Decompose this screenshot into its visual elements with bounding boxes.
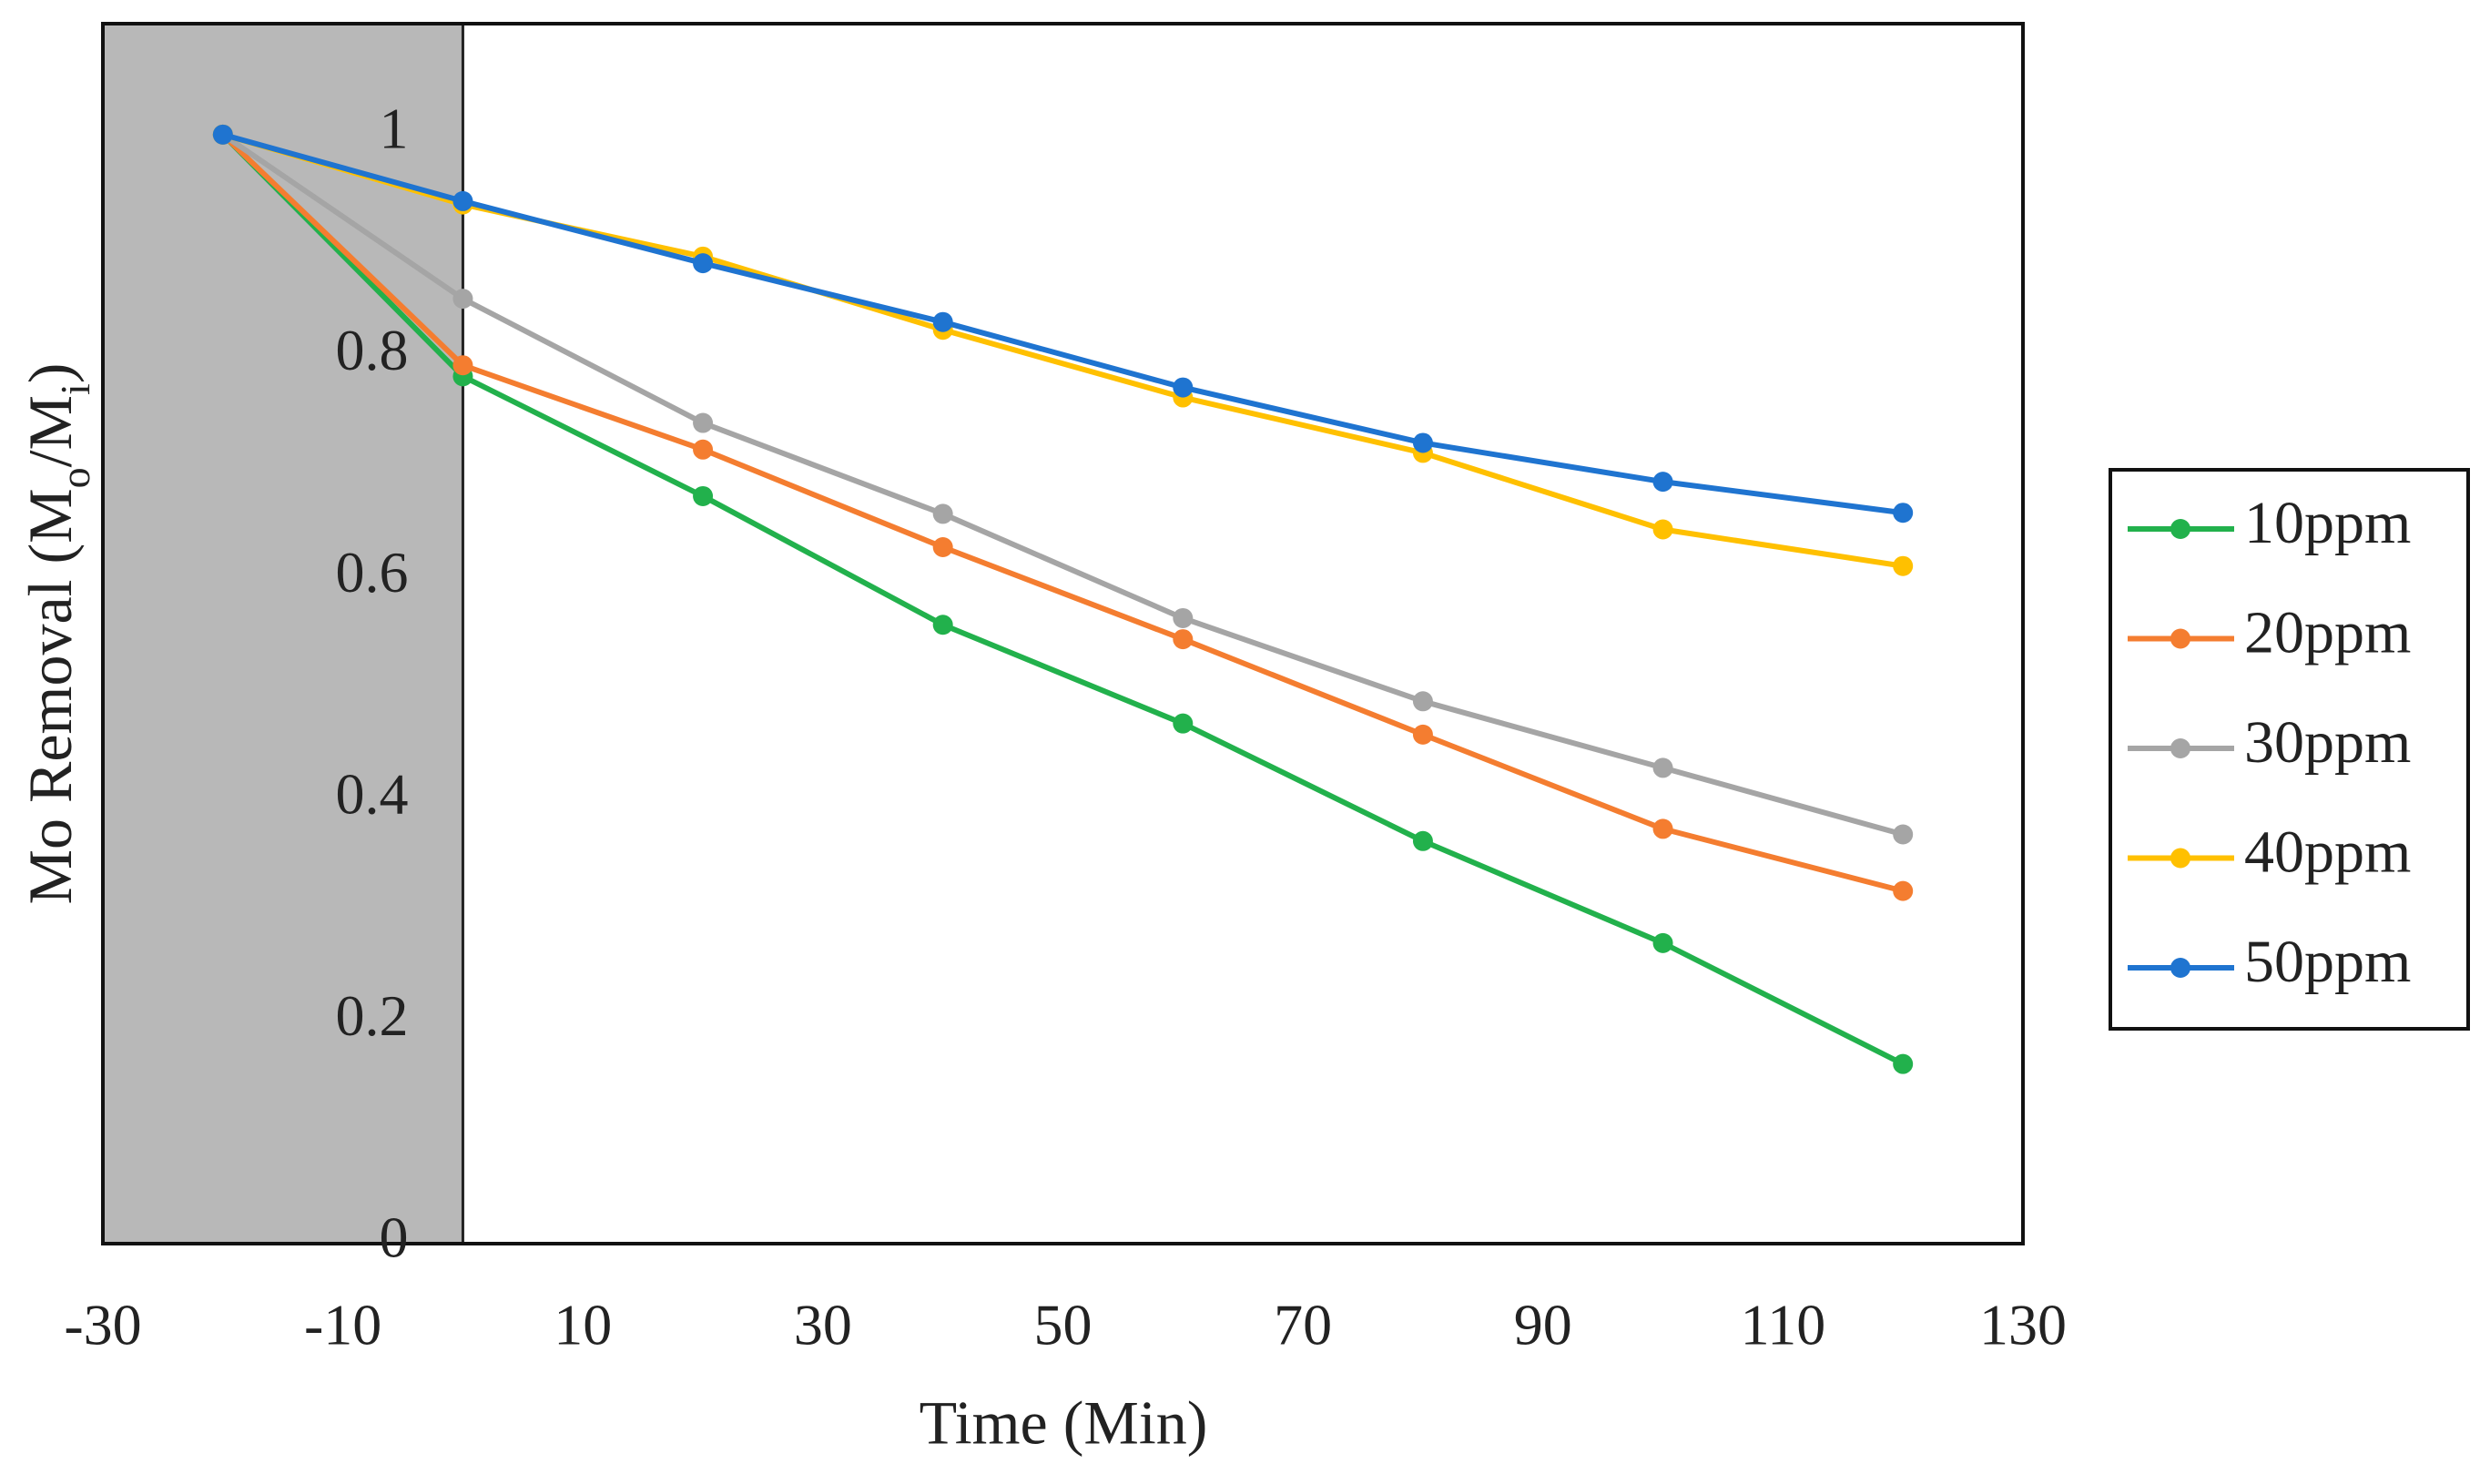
- data-point: [1652, 818, 1673, 839]
- data-point: [1652, 519, 1673, 540]
- x-tick-label: 10: [554, 1293, 612, 1357]
- y-tick-label: 1: [379, 97, 408, 161]
- y-tick-label: 0.6: [335, 540, 408, 605]
- series-line: [220, 132, 1904, 894]
- data-point: [1173, 377, 1194, 398]
- y-axis-label-part: /M: [15, 395, 85, 467]
- y-axis-label-part: o: [52, 467, 98, 488]
- y-tick-label: 0.8: [335, 318, 408, 382]
- data-point: [1412, 830, 1433, 851]
- data-point: [1893, 824, 1914, 845]
- series-line: [222, 131, 1904, 516]
- legend-marker: [2170, 738, 2190, 758]
- legend-marker: [2170, 848, 2190, 869]
- x-tick-label: -10: [304, 1293, 381, 1357]
- data-point: [1173, 629, 1194, 650]
- y-axis-label-part: ): [15, 363, 85, 384]
- x-axis-label: Time (Min): [920, 1388, 1208, 1458]
- series-line: [221, 131, 1904, 569]
- data-point: [932, 503, 953, 524]
- x-tick-label: 70: [1274, 1293, 1332, 1357]
- data-point: [452, 355, 473, 376]
- data-point: [452, 289, 473, 310]
- y-tick-label: 0: [379, 1205, 408, 1270]
- x-tick-label: 130: [1979, 1293, 2067, 1357]
- y-axis-label-part: Mo Removal (M: [15, 488, 85, 904]
- legend-label: 20ppm: [2244, 600, 2411, 666]
- x-tick-label: 30: [794, 1293, 852, 1357]
- data-point: [1893, 880, 1914, 901]
- legend-label: 10ppm: [2244, 490, 2411, 556]
- data-point: [1652, 757, 1673, 778]
- y-tick-label: 0.2: [335, 983, 408, 1048]
- y-tick-label: 0.4: [335, 761, 408, 826]
- data-point: [693, 439, 714, 460]
- data-point: [452, 190, 473, 211]
- data-point: [1173, 713, 1194, 734]
- data-point: [932, 536, 953, 557]
- data-point: [1412, 724, 1433, 745]
- y-axis-label-part: i: [52, 383, 98, 395]
- data-point: [693, 253, 714, 274]
- data-point: [1893, 1053, 1914, 1074]
- legend-marker: [2170, 958, 2190, 978]
- legend-label: 40ppm: [2244, 819, 2411, 886]
- series-line: [221, 132, 1904, 838]
- data-point: [1173, 607, 1194, 628]
- x-tick-label: 110: [1741, 1293, 1826, 1357]
- data-point: [932, 311, 953, 332]
- data-point: [1652, 472, 1673, 493]
- data-point: [693, 485, 714, 506]
- legend-marker: [2170, 628, 2190, 649]
- x-tick-label: -30: [64, 1293, 141, 1357]
- legend-label: 30ppm: [2244, 709, 2411, 776]
- data-point: [1412, 691, 1433, 712]
- y-axis-label: Mo Removal (Mo/Mi): [15, 363, 98, 905]
- legend-label: 50ppm: [2244, 929, 2411, 995]
- data-point: [932, 615, 953, 635]
- data-point: [1412, 432, 1433, 453]
- data-point: [1652, 932, 1673, 953]
- legend-marker: [2170, 519, 2190, 539]
- plot-frame: [101, 22, 2025, 1245]
- series-line: [220, 132, 1905, 1067]
- data-point: [1893, 503, 1914, 523]
- x-tick-label: 50: [1034, 1293, 1093, 1357]
- shaded-region: [103, 24, 463, 1244]
- data-point: [693, 412, 714, 433]
- data-point: [1893, 555, 1914, 576]
- x-tick-label: 90: [1514, 1293, 1572, 1357]
- data-point: [212, 124, 233, 145]
